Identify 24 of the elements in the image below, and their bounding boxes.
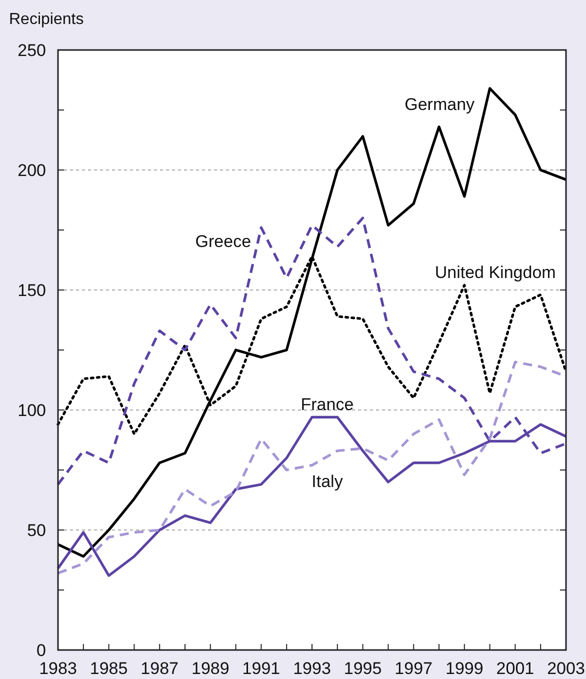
x-tick-label: 1983	[39, 659, 77, 678]
y-tick-label: 0	[36, 640, 46, 660]
x-tick-label: 2003	[547, 659, 585, 678]
series-label: Greece	[195, 232, 252, 251]
x-tick-label: 1985	[90, 659, 128, 678]
x-tick-label: 1987	[140, 659, 179, 678]
series-label: United Kingdom	[434, 263, 556, 282]
x-tick-label: 1991	[242, 659, 280, 678]
series-label: Germany	[404, 95, 476, 114]
x-tick-label: 1999	[445, 659, 484, 678]
x-tick-label: 2001	[496, 659, 534, 678]
y-axis-title: Recipients	[9, 11, 84, 28]
series-label: Italy	[312, 472, 344, 491]
series-label: France	[300, 395, 354, 414]
y-tick-label: 200	[18, 160, 46, 180]
y-tick-label: 100	[18, 400, 46, 420]
x-tick-label: 1997	[394, 659, 433, 678]
x-tick-label: 1989	[191, 659, 230, 678]
y-tick-label: 50	[27, 520, 46, 540]
x-tick-label: 1995	[344, 659, 382, 678]
y-tick-label: 250	[18, 40, 46, 60]
y-tick-label: 150	[18, 280, 46, 300]
x-tick-label: 1993	[293, 659, 331, 678]
line-series	[56, 87, 568, 558]
